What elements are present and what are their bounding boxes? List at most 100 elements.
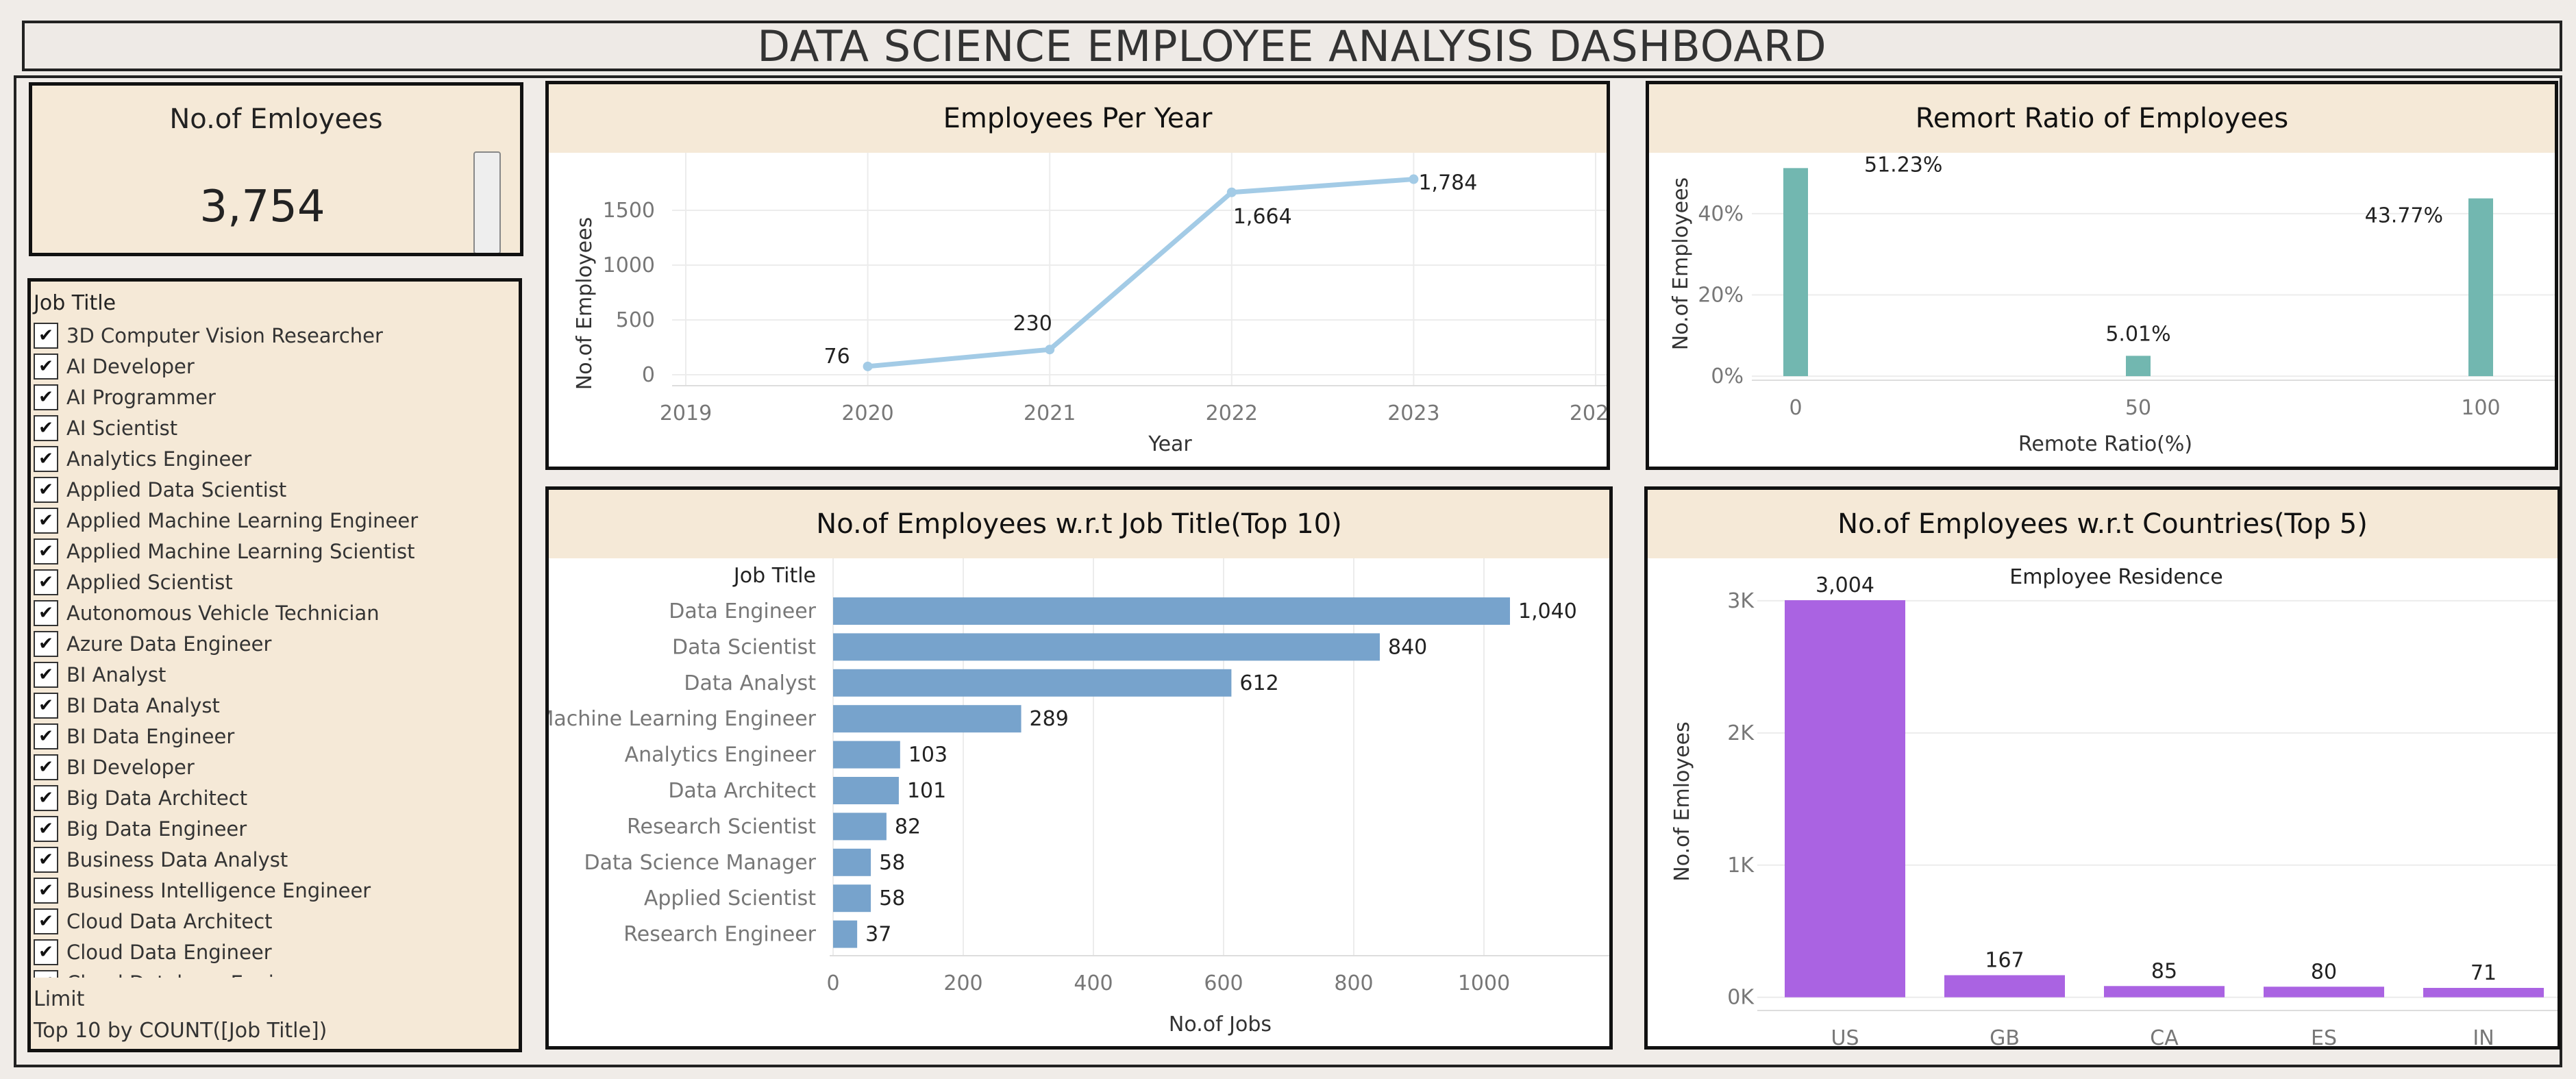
filter-item-label: Analytics Engineer	[66, 447, 252, 471]
filter-item[interactable]: ✔ Cloud Data Engineer	[34, 937, 512, 967]
bar	[833, 848, 871, 876]
checkbox-checked-icon[interactable]: ✔	[34, 384, 58, 410]
filter-item[interactable]: ✔ Business Intelligence Engineer	[34, 875, 512, 906]
filter-item[interactable]: ✔ BI Developer	[34, 752, 512, 782]
checkbox-checked-icon[interactable]: ✔	[34, 569, 58, 595]
filter-item-label: BI Analyst	[66, 662, 166, 686]
filter-item[interactable]: ✔ Analytics Engineer	[34, 443, 512, 474]
filter-item[interactable]: ✔ Applied Machine Learning Scientist	[34, 536, 512, 567]
filter-item-label: BI Developer	[66, 755, 195, 779]
x-tick-label: 0	[1789, 396, 1802, 420]
x-tick-label: 2022	[1206, 401, 1258, 425]
employee-count-value: 3,754	[199, 182, 325, 232]
job-title-panel: No.of Employees w.r.t Job Title(Top 10) …	[545, 486, 1613, 1050]
employee-count-card: No.of Emloyees 3,754	[29, 82, 523, 256]
checkbox-checked-icon[interactable]: ✔	[34, 322, 58, 349]
data-label: 1,784	[1418, 171, 1477, 195]
bar	[2264, 987, 2384, 997]
filter-item[interactable]: ✔ AI Programmer	[34, 382, 512, 412]
filter-item-label: Cloud Database Engineer	[66, 971, 319, 978]
checkbox-checked-icon[interactable]: ✔	[34, 877, 58, 904]
x-tick-label: US	[1831, 1026, 1859, 1050]
checkbox-checked-icon[interactable]: ✔	[34, 476, 58, 503]
data-label: 1,040	[1518, 599, 1577, 623]
checkbox-checked-icon[interactable]: ✔	[34, 939, 58, 965]
bar	[1783, 168, 1808, 377]
bar	[833, 884, 871, 913]
filter-item[interactable]: ✔ BI Data Analyst	[34, 690, 512, 721]
filter-item-label: 3D Computer Vision Researcher	[66, 323, 383, 347]
data-label: 80	[2311, 960, 2337, 984]
y-tick-label: Applied Scientist	[644, 886, 816, 910]
y-axis-title: No.of Emloyees	[1670, 721, 1694, 881]
checkbox-checked-icon[interactable]: ✔	[34, 754, 58, 780]
filter-item[interactable]: ✔ BI Analyst	[34, 659, 512, 690]
bar	[2468, 198, 2493, 377]
x-tick-label: 1000	[1458, 971, 1510, 995]
checkbox-checked-icon[interactable]: ✔	[34, 784, 58, 811]
checkbox-checked-icon[interactable]: ✔	[34, 353, 58, 380]
checkbox-checked-icon[interactable]: ✔	[34, 661, 58, 688]
bar	[1785, 600, 1905, 997]
filter-item-label: Applied Machine Learning Engineer	[66, 508, 419, 532]
filter-limit-label: Limit	[34, 987, 85, 1011]
x-tick-label: 50	[2125, 396, 2151, 420]
y-tick-label: 40%	[1698, 202, 1744, 226]
checkbox-checked-icon[interactable]: ✔	[34, 445, 58, 472]
filter-item[interactable]: ✔ Applied Data Scientist	[34, 474, 512, 505]
series-line	[867, 177, 1414, 369]
filter-item[interactable]: ✔ Autonomous Vehicle Technician	[34, 597, 512, 628]
x-tick-label: GB	[1990, 1026, 2020, 1050]
data-label: 5.01%	[2105, 322, 2170, 346]
checkbox-checked-icon[interactable]: ✔	[34, 599, 58, 626]
y-tick-label: 0K	[1727, 986, 1755, 1010]
filter-item[interactable]: ✔ AI Scientist	[34, 412, 512, 443]
countries-chart-title: No.of Employees w.r.t Countries(Top 5)	[1648, 490, 2558, 558]
data-label: 289	[1030, 707, 1069, 731]
checkbox-checked-icon[interactable]: ✔	[34, 414, 58, 441]
filter-item[interactable]: ✔ Applied Scientist	[34, 567, 512, 597]
x-tick-label: 2021	[1024, 401, 1076, 425]
x-tick-label: CA	[2150, 1026, 2179, 1050]
y-tick-label: 2K	[1727, 721, 1755, 745]
checkbox-checked-icon[interactable]: ✔	[34, 723, 58, 749]
x-tick-label: 2020	[841, 401, 893, 425]
employees-per-year-chart: 2019 2020 2021 2022 2023 2024 0 500 1000 1500 Year…	[573, 153, 1610, 456]
bar	[833, 920, 858, 948]
kpi-scrollbar[interactable]	[473, 151, 501, 253]
filter-item[interactable]: ✔ Business Data Analyst	[34, 844, 512, 875]
y-tick-label: 1K	[1727, 854, 1755, 878]
filter-title: Job Title	[34, 291, 116, 315]
data-label: 58	[879, 886, 905, 910]
checkbox-checked-icon[interactable]: ✔	[34, 692, 58, 719]
filter-item[interactable]: ✔ BI Data Engineer	[34, 721, 512, 752]
employees-per-year-title: Employees Per Year	[549, 84, 1607, 153]
checkbox-checked-icon[interactable]: ✔	[34, 507, 58, 534]
filter-item[interactable]: ✔ Azure Data Engineer	[34, 628, 512, 659]
filter-item[interactable]: ✔ 3D Computer Vision Researcher	[34, 320, 512, 351]
checkbox-checked-icon[interactable]: ✔	[34, 815, 58, 842]
filter-item[interactable]: ✔ Big Data Architect	[34, 782, 512, 813]
y-tick-label: Data Science Manager	[584, 851, 817, 875]
checkbox-checked-icon[interactable]: ✔	[34, 846, 58, 873]
checkbox-checked-icon[interactable]: ✔	[34, 969, 58, 978]
x-axis-title: Remote Ratio(%)	[2018, 432, 2192, 456]
y-tick-label: Data Analyst	[684, 671, 816, 695]
filter-item[interactable]: ✔ Cloud Data Architect	[34, 906, 512, 937]
filter-list[interactable]: ✔ 3D Computer Vision Researcher ✔ AI Develo…	[34, 320, 512, 978]
x-tick-label: 2024	[1570, 401, 1610, 425]
filter-item[interactable]: ✔ AI Developer	[34, 351, 512, 382]
countries-panel: No.of Employees w.r.t Countries(Top 5) E…	[1644, 486, 2561, 1050]
filter-item[interactable]: ✔ Big Data Engineer	[34, 813, 512, 844]
checkbox-checked-icon[interactable]: ✔	[34, 630, 58, 657]
data-label: 43.77%	[2365, 204, 2443, 228]
checkbox-checked-icon[interactable]: ✔	[34, 538, 58, 565]
data-label: 71	[2470, 961, 2497, 985]
filter-item[interactable]: ✔ Cloud Database Engineer	[34, 967, 512, 978]
dashboard-frame	[14, 75, 2562, 1067]
plot-area	[1752, 153, 2555, 380]
data-label: 612	[1239, 671, 1278, 695]
checkbox-checked-icon[interactable]: ✔	[34, 908, 58, 934]
filter-item[interactable]: ✔ Applied Machine Learning Engineer	[34, 505, 512, 536]
dashboard-title: DATA SCIENCE EMPLOYEE ANALYSIS DASHBOARD	[22, 21, 2562, 71]
